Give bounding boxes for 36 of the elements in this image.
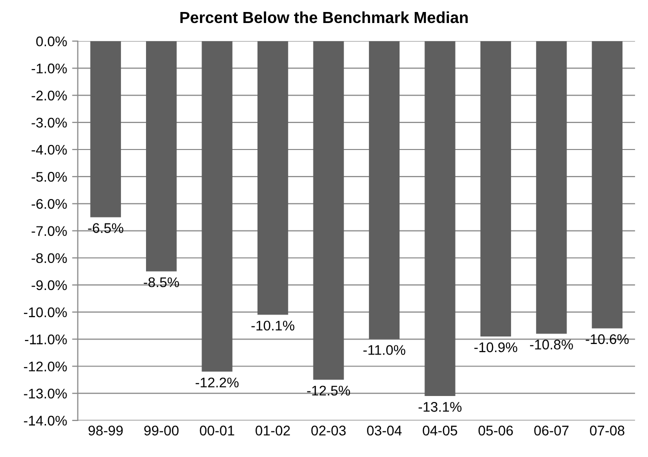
data-label: -8.5%: [144, 277, 179, 288]
x-tick-label: 04-05: [422, 426, 458, 436]
data-label: -12.2%: [196, 378, 239, 388]
x-tick-label: 02-03: [311, 426, 346, 436]
y-tick-label: -8.0%: [32, 253, 67, 264]
data-label: -10.8%: [530, 340, 573, 350]
y-tick-label: -11.0%: [24, 334, 67, 344]
y-tick-label: -9.0%: [32, 280, 67, 290]
y-tick-label: -13.0%: [24, 388, 67, 399]
data-label: -13.1%: [418, 402, 462, 412]
data-label: -6.5%: [88, 223, 124, 233]
x-tick-label: 07-08: [590, 426, 624, 436]
data-label: -10.9%: [474, 342, 518, 352]
x-tick-label: 00-01: [200, 426, 234, 436]
x-tick-label: 99-00: [144, 426, 179, 436]
x-tick-label: 01-02: [256, 426, 290, 436]
y-tick-label: -12.0%: [24, 362, 67, 372]
data-label: -10.1%: [251, 320, 294, 331]
y-tick-label: -5.0%: [32, 172, 67, 182]
y-tick-label: -6.0%: [32, 199, 67, 209]
y-tick-label: -3.0%: [32, 118, 67, 128]
x-tick-label: 03-04: [367, 426, 402, 436]
y-tick-label: 0.0%: [36, 36, 67, 46]
data-label: -11.0%: [363, 345, 406, 355]
x-tick-label: 06-07: [534, 426, 569, 436]
y-tick-label: -4.0%: [32, 144, 67, 155]
y-tick-label: -2.0%: [32, 90, 67, 100]
y-tick-label: -7.0%: [32, 226, 67, 236]
chart-title: Percent Below the Benchmark Median: [180, 11, 468, 24]
y-tick-label: -10.0%: [24, 307, 67, 318]
y-tick-label: -14.0%: [24, 416, 67, 426]
x-tick-label: 98-99: [88, 426, 123, 436]
data-label: -10.6%: [586, 334, 629, 344]
data-label: -12.5%: [307, 386, 350, 396]
x-tick-label: 05-06: [478, 426, 513, 436]
y-tick-label: -1.0%: [32, 64, 67, 74]
